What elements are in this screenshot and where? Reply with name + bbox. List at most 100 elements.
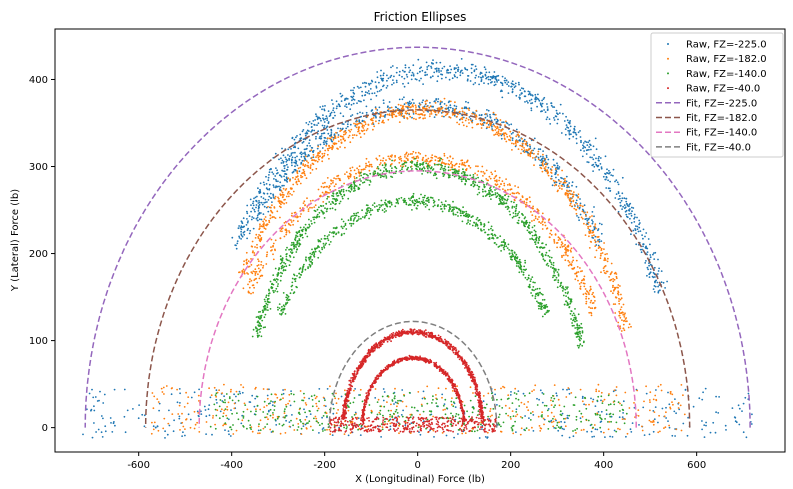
raw-point bbox=[484, 231, 487, 234]
raw-point bbox=[412, 192, 415, 195]
raw-point bbox=[545, 154, 548, 157]
raw-point bbox=[302, 425, 305, 427]
raw-point bbox=[562, 183, 565, 186]
raw-point bbox=[457, 170, 460, 173]
raw-point bbox=[614, 271, 617, 274]
raw-point bbox=[337, 136, 340, 139]
raw-point bbox=[264, 313, 267, 316]
raw-point bbox=[600, 430, 602, 433]
raw-point bbox=[289, 224, 292, 227]
raw-point bbox=[544, 221, 546, 224]
raw-point bbox=[516, 140, 519, 143]
raw-point bbox=[329, 189, 332, 191]
raw-point bbox=[260, 238, 263, 241]
raw-point bbox=[518, 139, 521, 141]
raw-point bbox=[594, 245, 597, 248]
raw-point bbox=[652, 288, 655, 290]
raw-point bbox=[262, 181, 265, 184]
raw-point bbox=[385, 177, 388, 179]
raw-point bbox=[410, 78, 413, 81]
raw-point bbox=[272, 173, 275, 175]
raw-point bbox=[439, 168, 442, 171]
raw-point bbox=[570, 247, 573, 250]
raw-point bbox=[622, 320, 625, 322]
raw-point bbox=[277, 180, 279, 183]
raw-point bbox=[394, 166, 397, 169]
raw-point bbox=[574, 318, 577, 321]
raw-point bbox=[291, 241, 293, 244]
raw-point bbox=[567, 193, 569, 196]
raw-point bbox=[702, 391, 704, 394]
raw-point bbox=[592, 231, 595, 233]
raw-point bbox=[474, 76, 477, 79]
raw-point bbox=[566, 183, 569, 186]
raw-point bbox=[372, 117, 375, 119]
raw-point bbox=[494, 192, 497, 194]
raw-point bbox=[323, 121, 326, 123]
raw-point bbox=[318, 215, 321, 218]
raw-point bbox=[124, 431, 127, 434]
raw-point bbox=[531, 390, 533, 393]
raw-point bbox=[451, 77, 454, 80]
raw-point bbox=[412, 156, 415, 159]
raw-point bbox=[369, 82, 372, 85]
raw-point bbox=[450, 166, 453, 169]
raw-point bbox=[462, 178, 464, 181]
raw-point bbox=[252, 250, 254, 253]
raw-point bbox=[531, 94, 534, 97]
raw-point bbox=[461, 110, 464, 113]
raw-point bbox=[650, 420, 652, 423]
raw-point bbox=[250, 258, 252, 260]
raw-point bbox=[240, 384, 242, 386]
raw-point bbox=[578, 324, 581, 327]
raw-point bbox=[254, 196, 257, 199]
raw-point bbox=[305, 415, 308, 418]
raw-point bbox=[657, 270, 660, 272]
raw-point bbox=[498, 186, 501, 188]
raw-point bbox=[595, 163, 598, 166]
raw-point bbox=[313, 216, 316, 219]
raw-point bbox=[256, 216, 259, 219]
raw-point bbox=[276, 169, 278, 172]
raw-point bbox=[724, 424, 727, 427]
raw-point bbox=[593, 234, 595, 237]
raw-point bbox=[438, 69, 440, 72]
raw-point bbox=[453, 113, 456, 116]
raw-point bbox=[272, 289, 274, 292]
raw-point bbox=[292, 183, 295, 186]
raw-point bbox=[566, 248, 569, 251]
raw-point bbox=[552, 276, 554, 279]
raw-point bbox=[435, 177, 438, 180]
raw-point bbox=[401, 106, 404, 109]
raw-point bbox=[420, 193, 422, 196]
raw-point bbox=[595, 227, 597, 230]
raw-point bbox=[606, 260, 609, 263]
raw-point bbox=[430, 159, 433, 162]
raw-point bbox=[606, 168, 608, 171]
raw-point bbox=[622, 327, 625, 330]
raw-point bbox=[575, 208, 578, 211]
raw-point bbox=[613, 389, 616, 392]
raw-point bbox=[379, 74, 382, 77]
raw-point bbox=[246, 210, 248, 213]
raw-point bbox=[568, 121, 571, 124]
raw-point bbox=[510, 133, 513, 135]
raw-point bbox=[460, 58, 463, 60]
raw-point bbox=[321, 108, 323, 111]
raw-point bbox=[410, 102, 413, 104]
raw-point bbox=[256, 281, 259, 284]
raw-point bbox=[377, 398, 380, 401]
raw-point bbox=[150, 432, 153, 435]
raw-point bbox=[502, 385, 504, 388]
raw-point bbox=[539, 155, 542, 158]
raw-point bbox=[542, 164, 544, 167]
raw-point bbox=[238, 235, 241, 238]
raw-point bbox=[349, 167, 352, 170]
raw-point bbox=[573, 125, 576, 128]
raw-point bbox=[388, 101, 391, 103]
raw-point bbox=[157, 401, 160, 403]
raw-point bbox=[449, 169, 452, 171]
raw-point bbox=[303, 396, 306, 399]
raw-point bbox=[198, 400, 200, 402]
raw-point bbox=[528, 274, 530, 277]
